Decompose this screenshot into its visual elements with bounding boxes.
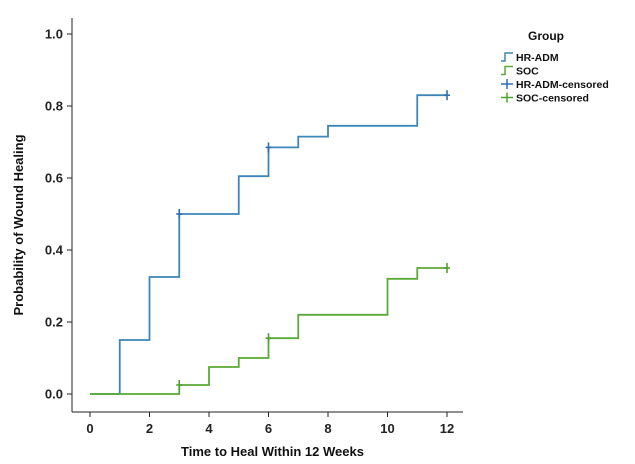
y-tick-label: 0.0 [45,387,63,402]
censor-mark-soc-censored [444,263,450,273]
x-axis-label: Time to Heal Within 12 Weeks [181,444,364,459]
y-tick-label: 0.4 [45,243,64,258]
y-tick-label: 0.6 [45,171,63,186]
legend-label: HR-ADM [516,52,559,64]
censor-mark-hr-adm-censored [265,142,272,153]
y-tick-label: 1.0 [45,27,63,42]
legend-swatch [501,65,513,76]
legend-item-soc: SOC [501,66,539,78]
x-tick-label: 4 [205,421,213,436]
series-hr-adm [90,94,447,395]
legend-label: SOC-censored [516,93,589,105]
legend-swatch [501,52,513,62]
censor-mark-hr-adm-censored [176,209,183,219]
legend-item-soc-censored: SOC-censored [501,92,589,105]
plot-area [90,90,450,395]
x-tick-label: 10 [380,421,394,436]
x-tick-label: 2 [146,421,153,436]
y-axis-label: Probability of Wound Healing [11,134,26,315]
legend-item-hr-adm-censored: HR-ADM-censored [501,79,609,91]
axes: 0 2 4 6 8 10 12 0.0 0.2 0.4 0.6 0.8 1.0 [45,18,463,436]
x-tick-label: 12 [440,421,454,436]
legend-item-hr-adm: HR-ADM [501,52,559,64]
censor-mark-soc-censored [176,380,183,390]
legend-label: HR-ADM-censored [516,79,609,91]
censor-mark-hr-adm-censored [444,90,450,101]
x-tick-label: 6 [265,421,272,436]
x-tick-label: 8 [324,421,331,436]
x-tick-label: 0 [86,421,93,436]
y-tick-label: 0.2 [45,315,63,330]
y-tick-label: 0.8 [45,99,63,114]
legend-title: Group [528,29,564,43]
series-soc [90,267,447,395]
legend-label: SOC [516,66,539,78]
censor-mark-soc-censored [265,333,272,344]
